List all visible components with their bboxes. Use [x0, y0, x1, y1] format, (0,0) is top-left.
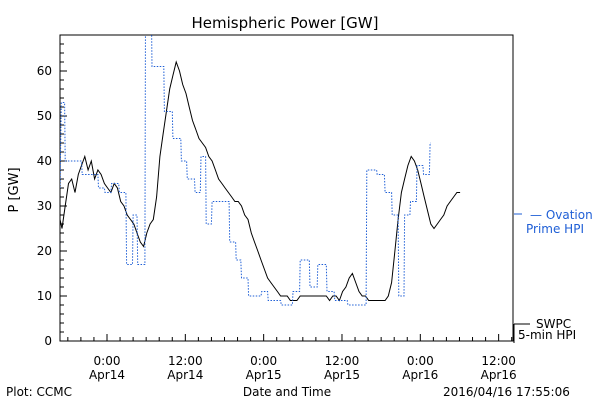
- x-tick-time: 0:00: [94, 354, 121, 368]
- x-tick-date: Apr15: [324, 368, 360, 382]
- x-tick-time: 0:00: [407, 354, 434, 368]
- legend-swpc-label: SWPC: [536, 317, 571, 331]
- x-tick-date: Apr14: [167, 368, 203, 382]
- footer-source: Plot: CCMC: [6, 385, 72, 399]
- y-tick-label: 60: [37, 64, 52, 78]
- x-tick-time: 12:00: [168, 354, 203, 368]
- footer-timestamp: 2016/04/16 17:55:06: [443, 385, 570, 399]
- x-tick-date: Apr16: [481, 368, 517, 382]
- y-tick-label: 30: [37, 199, 52, 213]
- series-layer: [60, 35, 461, 306]
- x-tick-time: 12:00: [481, 354, 516, 368]
- x-tick-date: Apr16: [402, 368, 438, 382]
- y-axis-ticks: 0 10 20 30 40 50 60: [37, 34, 67, 348]
- x-tick-date: Apr15: [246, 368, 282, 382]
- series-swpc-line: [60, 60, 461, 302]
- y-tick-label: 10: [37, 289, 52, 303]
- y-tick-label: 40: [37, 154, 52, 168]
- x-tick-time: 0:00: [250, 354, 277, 368]
- legend-ovation-label-line2: Prime HPI: [526, 222, 584, 236]
- chart-title: Hemispheric Power [GW]: [192, 14, 379, 32]
- x-axis-ticks: 0:00Apr1412:00Apr140:00Apr1512:00Apr150:…: [67, 334, 517, 382]
- y-tick-label: 0: [44, 334, 52, 348]
- plot-frame: [59, 34, 514, 342]
- legend-swpc-label-line2: 5-min HPI: [518, 328, 576, 342]
- series-ovation-prime-line: [60, 35, 431, 306]
- legend: — Ovation Prime HPI SWPC 5-min HPI: [513, 208, 593, 343]
- x-tick-date: Apr14: [89, 368, 125, 382]
- y-axis-label: P [GW]: [7, 167, 22, 212]
- y-tick-label: 20: [37, 244, 52, 258]
- x-axis-label: Date and Time: [243, 385, 331, 399]
- y-tick-label: 50: [37, 109, 52, 123]
- x-tick-time: 12:00: [325, 354, 360, 368]
- legend-ovation-label: — Ovation: [530, 208, 593, 222]
